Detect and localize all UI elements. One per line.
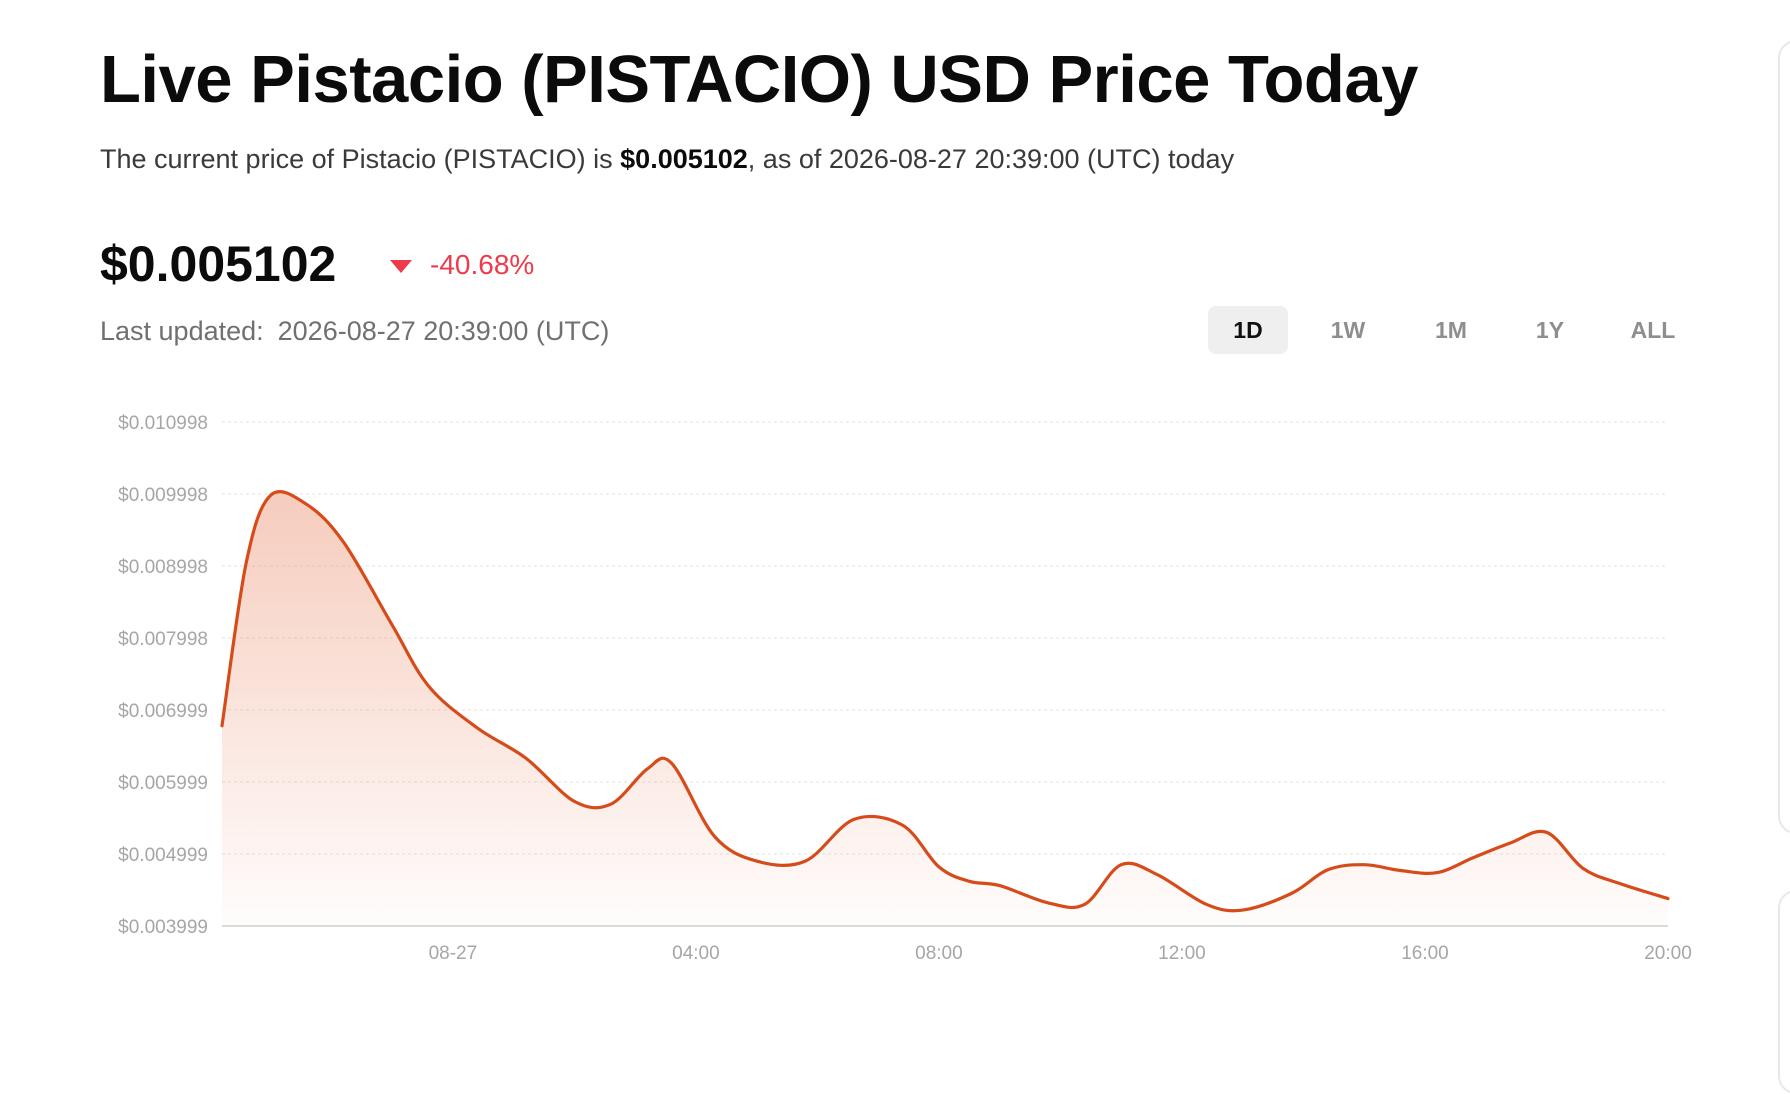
data-point[interactable] [216, 720, 228, 732]
data-point[interactable] [520, 752, 532, 764]
data-point[interactable] [1358, 859, 1370, 871]
data-point[interactable] [1540, 826, 1552, 838]
last-updated: Last updated: 2026-08-27 20:39:00 (UTC) [100, 316, 609, 347]
current-price: $0.005102 [100, 236, 337, 292]
x-tick-label: 12:00 [1158, 943, 1206, 964]
data-point[interactable] [568, 795, 580, 807]
data-point[interactable] [1613, 877, 1625, 889]
y-tick-label: $0.005999 [118, 773, 208, 794]
side-panel-edge [1778, 40, 1790, 834]
range-tab-1d[interactable]: 1D [1208, 306, 1288, 354]
last-updated-timestamp: 2026-08-27 20:39:00 (UTC) [277, 316, 610, 346]
y-tick-label: $0.008998 [118, 557, 208, 578]
data-point[interactable] [1042, 897, 1054, 909]
data-point[interactable] [605, 798, 617, 810]
data-point[interactable] [301, 499, 313, 511]
data-point[interactable] [265, 489, 277, 501]
range-tab-all[interactable]: ALL [1630, 317, 1676, 343]
price-summary: The current price of Pistacio (PISTACIO)… [100, 144, 1234, 175]
data-point[interactable] [751, 855, 763, 867]
summary-price: $0.005102 [620, 144, 748, 174]
data-point[interactable] [338, 536, 350, 548]
data-point[interactable] [1079, 898, 1091, 910]
x-tick-label: 16:00 [1401, 943, 1449, 964]
data-point[interactable] [994, 880, 1006, 892]
data-point[interactable] [708, 830, 720, 842]
price-line [220, 490, 1670, 913]
y-tick-label: $0.007998 [118, 629, 208, 650]
range-tab-1y[interactable]: 1Y [1535, 317, 1565, 343]
data-point[interactable] [1200, 898, 1212, 910]
data-point[interactable] [1115, 859, 1127, 871]
x-tick-label: 20:00 [1644, 943, 1692, 964]
range-tab-1w[interactable]: 1W [1330, 317, 1366, 343]
x-tick-label: 08:00 [915, 943, 963, 964]
x-tick-label: 04:00 [672, 943, 720, 964]
x-tick-label: 08-27 [429, 943, 478, 964]
data-point[interactable] [848, 813, 860, 825]
data-point[interactable] [666, 757, 678, 769]
y-tick-label: $0.010998 [118, 413, 208, 434]
y-tick-label: $0.006999 [118, 701, 208, 722]
data-point[interactable] [1577, 862, 1589, 874]
y-tick-label: $0.003999 [118, 917, 208, 938]
data-point[interactable] [1468, 852, 1480, 864]
data-point[interactable] [963, 875, 975, 887]
data-point[interactable] [799, 855, 811, 867]
range-tab-1m[interactable]: 1M [1435, 317, 1467, 343]
y-tick-label: $0.009998 [118, 485, 208, 506]
summary-prefix: The current price of Pistacio (PISTACIO)… [100, 144, 621, 174]
data-point[interactable] [641, 763, 653, 775]
data-point[interactable] [471, 722, 483, 734]
data-point[interactable] [1395, 864, 1407, 876]
price-change: -40.68% [390, 249, 534, 281]
data-point[interactable] [386, 619, 398, 631]
data-point[interactable] [423, 680, 435, 692]
data-point[interactable] [240, 556, 252, 568]
price-area [222, 491, 1668, 926]
y-tick-label: $0.004999 [118, 845, 208, 866]
side-panel-edge-lower [1778, 890, 1790, 1094]
caret-down-icon [390, 260, 412, 273]
data-point[interactable] [1152, 869, 1164, 881]
price-change-value: -40.68% [430, 249, 535, 280]
data-point[interactable] [933, 861, 945, 873]
last-updated-label: Last updated: [100, 316, 264, 346]
data-point[interactable] [1504, 837, 1516, 849]
data-point[interactable] [1237, 904, 1249, 916]
page-title: Live Pistacio (PISTACIO) USD Price Today [100, 42, 1418, 117]
price-chart[interactable]: $0.010998 $0.009998 $0.008998 $0.007998 $0.0… [0, 0, 1790, 1024]
data-point[interactable] [896, 819, 908, 831]
data-point[interactable] [1662, 893, 1674, 905]
data-point[interactable] [1431, 867, 1443, 879]
data-point[interactable] [1285, 888, 1297, 900]
data-point[interactable] [1322, 864, 1334, 876]
summary-suffix: , as of 2026-08-27 20:39:00 (UTC) today [747, 144, 1235, 174]
